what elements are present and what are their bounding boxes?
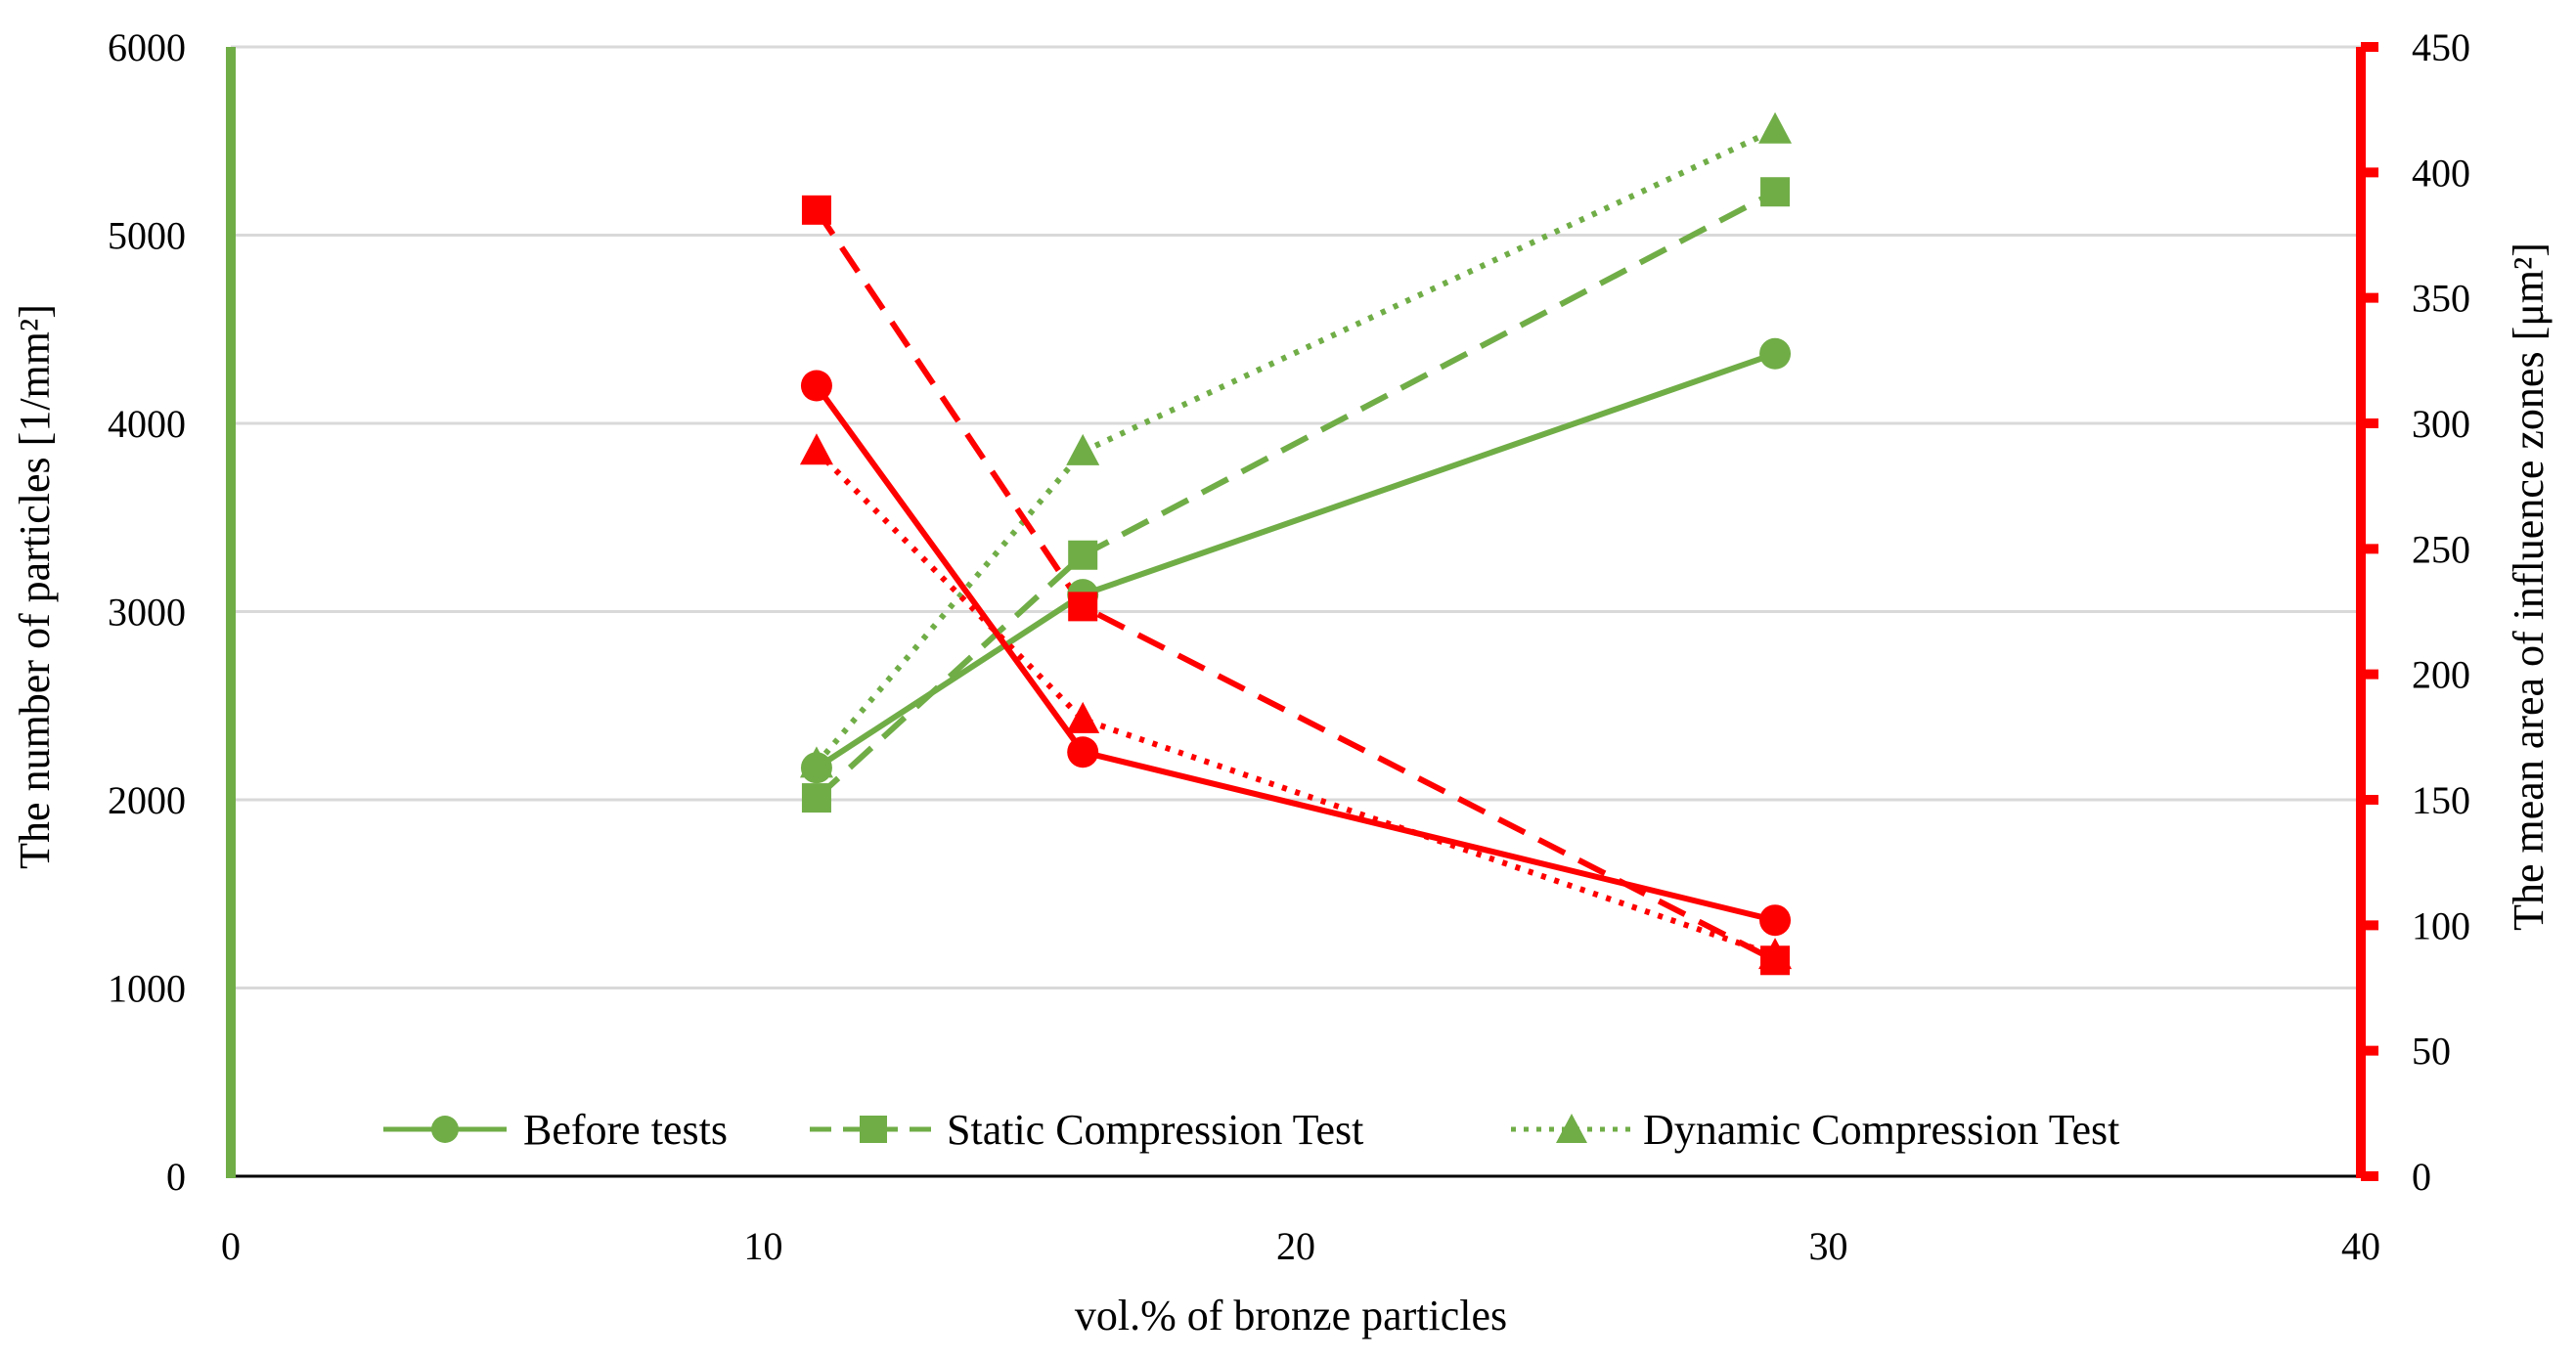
y-right-tick-label: 100	[2412, 903, 2470, 947]
y-right-tick-label: 200	[2412, 653, 2470, 697]
legend-marker-circle-icon	[431, 1116, 459, 1143]
data-point-triangle	[799, 746, 833, 778]
y-right-tick-label: 350	[2412, 277, 2470, 321]
x-axis-title: vol.% of bronze particles	[1075, 1292, 1507, 1339]
y-right-tick-label: 0	[2412, 1155, 2431, 1199]
y-left-tick-label: 0	[166, 1155, 186, 1199]
y-left-tick-label: 3000	[108, 591, 186, 635]
legend-label-dynamic-compression: Dynamic Compression Test	[1643, 1106, 2119, 1154]
data-point-triangle	[1758, 111, 1793, 144]
data-point-square	[1760, 177, 1791, 207]
x-tick-label: 30	[1809, 1224, 1848, 1268]
y-left-tick-label: 1000	[108, 967, 186, 1011]
grid-lines	[231, 45, 2361, 989]
data-point-circle	[1759, 904, 1792, 937]
series-line-0	[815, 350, 1776, 770]
y-left-axis-title: The number of particles [1/mm²]	[11, 304, 59, 869]
legend-item-before-tests: Before tests	[383, 1106, 728, 1154]
data-point-square	[801, 195, 831, 225]
series-line-5	[814, 449, 1776, 958]
y-right-tick-label: 50	[2412, 1030, 2451, 1074]
y-right-tick-label: 250	[2412, 527, 2470, 571]
legend: Before tests Static Compression Test Dyn…	[383, 1106, 2119, 1154]
y-right-tick-label: 400	[2412, 151, 2470, 195]
legend-item-dynamic-compression: Dynamic Compression Test	[1511, 1106, 2119, 1154]
x-tick-label: 10	[744, 1224, 783, 1268]
data-point-circle	[1759, 337, 1792, 370]
series-markers	[799, 111, 1793, 976]
data-point-square	[1068, 592, 1098, 622]
y-left-tick-labels: 0 1000 2000 3000 4000 5000 6000	[108, 25, 186, 1199]
y-left-tick-label: 2000	[108, 778, 186, 822]
legend-label-static-compression: Static Compression Test	[947, 1106, 1363, 1154]
y-right-axis-title: The mean area of influence zones [μm²]	[2505, 242, 2553, 931]
y-left-tick-label: 5000	[108, 214, 186, 258]
data-point-circle	[800, 370, 832, 402]
x-tick-label: 20	[1276, 1224, 1315, 1268]
axes	[226, 42, 2378, 1181]
x-tick-label: 40	[2341, 1224, 2380, 1268]
y-right-tick-label: 300	[2412, 402, 2470, 446]
y-left-tick-label: 4000	[108, 402, 186, 446]
y-right-tick-labels: 0 50 100 150 200 250 300 350 400 450	[2412, 25, 2470, 1199]
legend-item-static-compression: Static Compression Test	[810, 1106, 1363, 1154]
data-point-triangle	[1758, 938, 1793, 970]
series-line-2	[814, 126, 1777, 767]
legend-marker-square-icon	[860, 1116, 887, 1143]
data-point-triangle	[1066, 701, 1100, 733]
legend-label-before-tests: Before tests	[523, 1106, 728, 1154]
y-right-tick-label: 450	[2412, 25, 2470, 69]
y-left-tick-label: 6000	[108, 25, 186, 69]
data-point-triangle	[799, 433, 833, 465]
series-line-3	[814, 383, 1776, 924]
data-point-square	[1068, 540, 1098, 570]
data-point-triangle	[1066, 433, 1100, 465]
legend-marker-triangle-icon	[1556, 1114, 1587, 1143]
series-lines	[814, 126, 1777, 963]
data-point-square	[801, 783, 831, 813]
x-tick-labels: 0 10 20 30 40	[221, 1224, 2380, 1268]
data-point-circle	[1067, 736, 1099, 768]
series-line-1	[814, 189, 1777, 801]
y-right-tick-label: 150	[2412, 778, 2470, 822]
x-tick-label: 0	[221, 1224, 241, 1268]
